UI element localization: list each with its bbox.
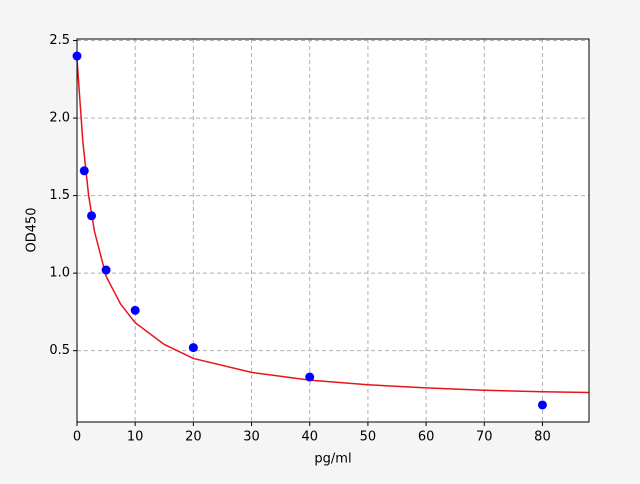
- x-tick-label: 0: [73, 430, 81, 445]
- data-point: [305, 372, 315, 382]
- y-tick-label: 0.5: [49, 343, 70, 358]
- data-point: [537, 400, 547, 410]
- data-point: [101, 265, 111, 275]
- data-point: [72, 51, 82, 61]
- y-tick-label: 2.0: [49, 111, 70, 126]
- x-tick-label: 20: [185, 430, 202, 445]
- x-tick-label: 50: [360, 430, 377, 445]
- x-tick-label: 40: [301, 430, 318, 445]
- y-axis-label: OD450: [25, 207, 40, 252]
- data-point: [87, 211, 97, 221]
- y-tick-label: 1.0: [49, 266, 70, 281]
- x-tick-label: 80: [534, 430, 551, 445]
- x-tick-label: 70: [476, 430, 493, 445]
- data-point: [79, 166, 89, 176]
- data-point: [188, 343, 198, 353]
- plot-frame: [76, 38, 590, 423]
- x-tick-label: 60: [418, 430, 435, 445]
- plot-area: [77, 39, 589, 422]
- y-tick-label: 1.5: [49, 188, 70, 203]
- x-axis-label: pg/ml: [314, 452, 351, 467]
- x-tick-label: 30: [243, 430, 260, 445]
- data-point: [130, 305, 140, 315]
- x-tick-label: 10: [127, 430, 144, 445]
- y-tick-label: 2.5: [49, 33, 70, 48]
